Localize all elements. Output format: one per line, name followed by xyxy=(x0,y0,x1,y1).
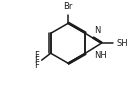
Text: NH: NH xyxy=(94,51,107,60)
Text: F: F xyxy=(34,61,39,70)
Text: Br: Br xyxy=(63,2,73,11)
Text: SH: SH xyxy=(116,39,128,48)
Text: F: F xyxy=(34,51,39,60)
Text: F: F xyxy=(34,56,39,65)
Text: N: N xyxy=(94,26,100,35)
